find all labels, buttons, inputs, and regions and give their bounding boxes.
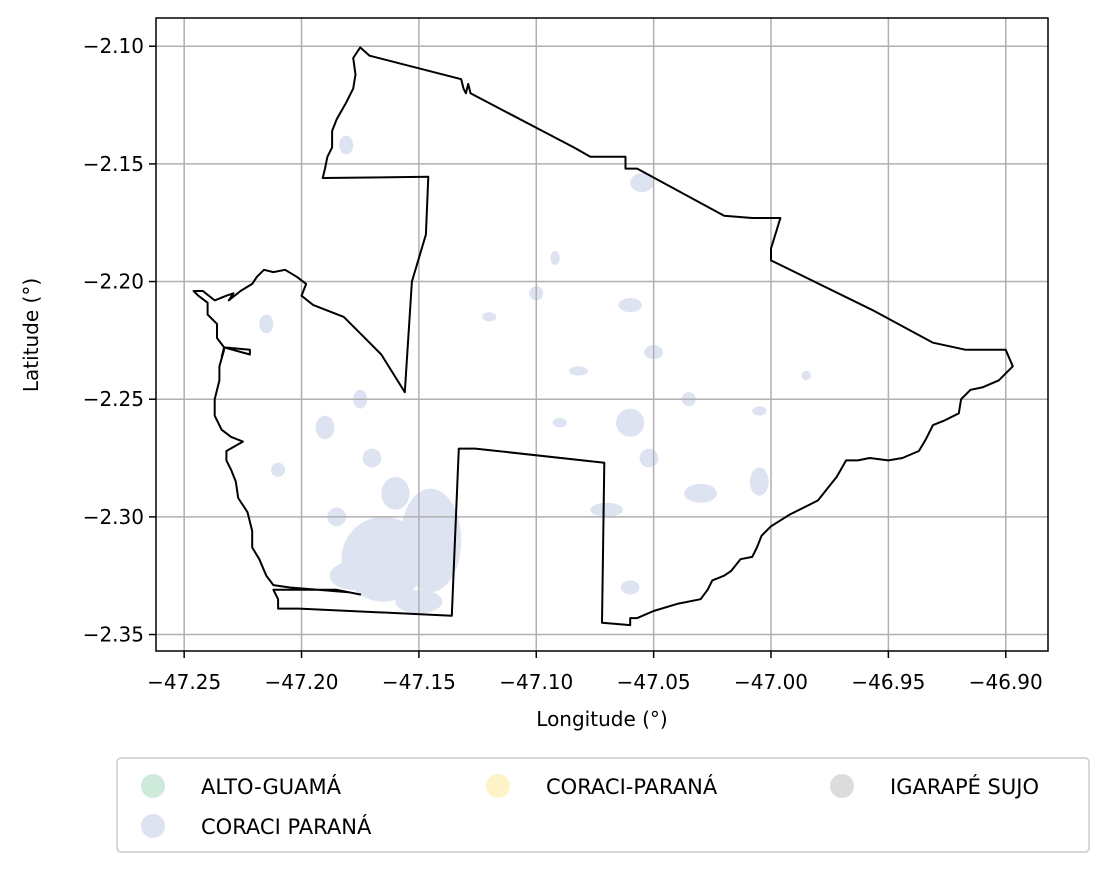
y-tick-label: −2.10 [83,34,144,58]
legend-label-alto-guama: ALTO-GUAMÁ [201,774,342,799]
legend-marker-coraci-parana [141,814,165,838]
municipality-boundary [192,46,1014,627]
legend-marker-coraci-hyphen-parana [486,774,510,798]
legend-label-coraci-hyphen-parana: CORACI-PARANÁ [546,774,718,799]
water-bodies-layer [259,135,811,614]
water-body [630,173,654,193]
water-body [618,298,642,313]
x-axis-label: Longitude (°) [536,707,667,731]
grid-layer [156,18,1048,651]
y-tick-label: −2.25 [83,387,144,411]
plot-frame [155,17,1049,652]
water-body [400,488,462,593]
water-body [616,408,645,437]
x-tick-label: −46.95 [851,670,925,694]
legend-label-coraci-parana: CORACI PARANÁ [201,814,372,839]
water-body [639,448,659,468]
water-body [552,418,567,428]
y-tick-label: −2.30 [83,505,144,529]
water-body [801,370,811,381]
water-body [315,415,335,440]
y-tick-label: −2.35 [83,623,144,647]
water-body [362,448,382,468]
x-tick-label: −47.20 [265,670,339,694]
water-body [590,502,624,517]
x-tick-label: −47.05 [617,670,691,694]
y-tick-label: −2.20 [83,270,144,294]
x-tick-label: −47.00 [734,670,808,694]
water-body [550,250,560,266]
water-body [482,312,497,322]
x-tick-label: −47.15 [382,670,456,694]
x-tick-label: −47.10 [499,670,573,694]
water-body [329,561,377,590]
water-body [752,406,767,416]
water-body [339,135,354,155]
y-axis-ticks: −2.10 −2.15 −2.20 −2.25 −2.30 −2.35 [83,34,156,647]
x-tick-label: −46.90 [969,670,1043,694]
water-body [259,314,274,334]
y-tick-label: −2.15 [83,152,144,176]
water-body [569,366,588,376]
water-body [684,483,718,503]
water-body [381,476,410,510]
x-axis-ticks: −47.25 −47.20 −47.15 −47.10 −47.05 −47.00 −46.… [147,651,1043,694]
legend-label-igarape-sujo: IGARAPÉ SUJO [890,774,1039,799]
legend: ALTO-GUAMÁ CORACI PARANÁ CORACI-PARANÁ I… [116,757,1090,853]
y-axis-label: Latitude (°) [19,278,43,392]
water-body [271,462,286,477]
legend-marker-igarape-sujo [830,774,854,798]
x-tick-label: −47.25 [147,670,221,694]
water-body [749,467,769,496]
legend-marker-alto-guama [141,774,165,798]
water-body [620,580,640,595]
